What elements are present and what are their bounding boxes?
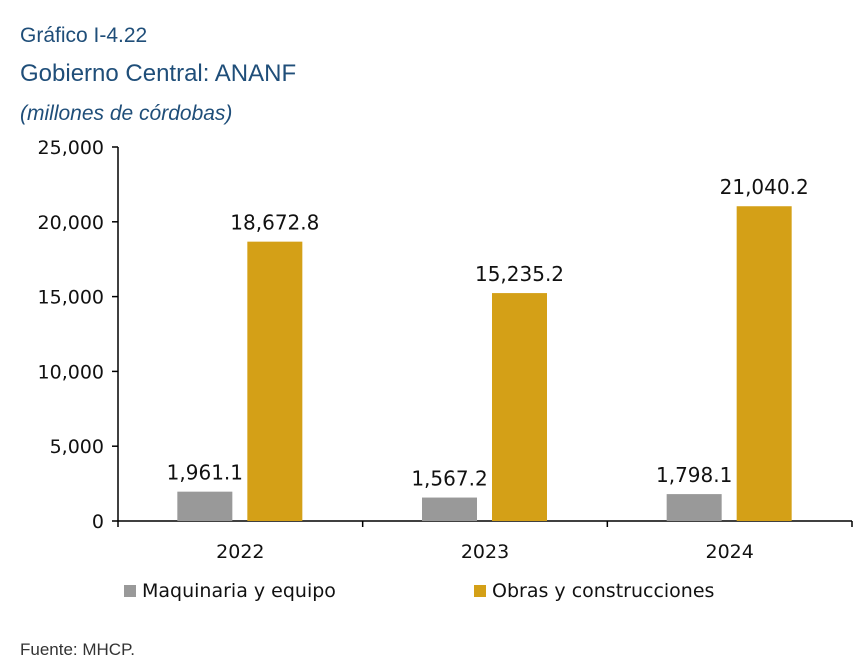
y-tick-label: 15,000 xyxy=(38,287,104,309)
bar-obras xyxy=(247,241,303,521)
data-label: 18,672.8 xyxy=(230,211,319,235)
bar-maquinaria xyxy=(666,494,722,521)
source-note: Fuente: MHCP. xyxy=(20,640,135,659)
legend-label: Maquinaria y equipo xyxy=(142,580,336,602)
x-category-label: 2023 xyxy=(461,541,509,563)
data-label: 21,040.2 xyxy=(720,175,809,199)
legend-swatch-maquinaria xyxy=(124,585,136,597)
bar-obras xyxy=(492,293,547,521)
x-category-label: 2022 xyxy=(216,541,264,563)
figure-label: Gráfico I-4.22 xyxy=(20,24,148,47)
data-label: 1,961.1 xyxy=(167,461,243,485)
y-tick-label: 25,000 xyxy=(38,137,104,159)
legend-label: Obras y construcciones xyxy=(492,580,714,602)
chart-unit: (millones de córdobas) xyxy=(20,102,233,125)
y-tick-label: 0 xyxy=(92,511,104,533)
data-label: 1,567.2 xyxy=(411,467,487,491)
bar-maquinaria xyxy=(177,491,233,521)
y-tick-label: 5,000 xyxy=(50,436,104,458)
x-category-label: 2024 xyxy=(705,541,753,563)
y-tick-label: 20,000 xyxy=(38,212,104,234)
data-label: 15,235.2 xyxy=(475,262,564,286)
chart-title: Gobierno Central: ANANF xyxy=(20,60,297,87)
data-label: 1,798.1 xyxy=(656,463,732,487)
bar-obras xyxy=(736,206,792,522)
y-tick-label: 10,000 xyxy=(38,361,104,383)
bar-maquinaria xyxy=(422,497,477,521)
legend-swatch-obras xyxy=(474,585,486,597)
